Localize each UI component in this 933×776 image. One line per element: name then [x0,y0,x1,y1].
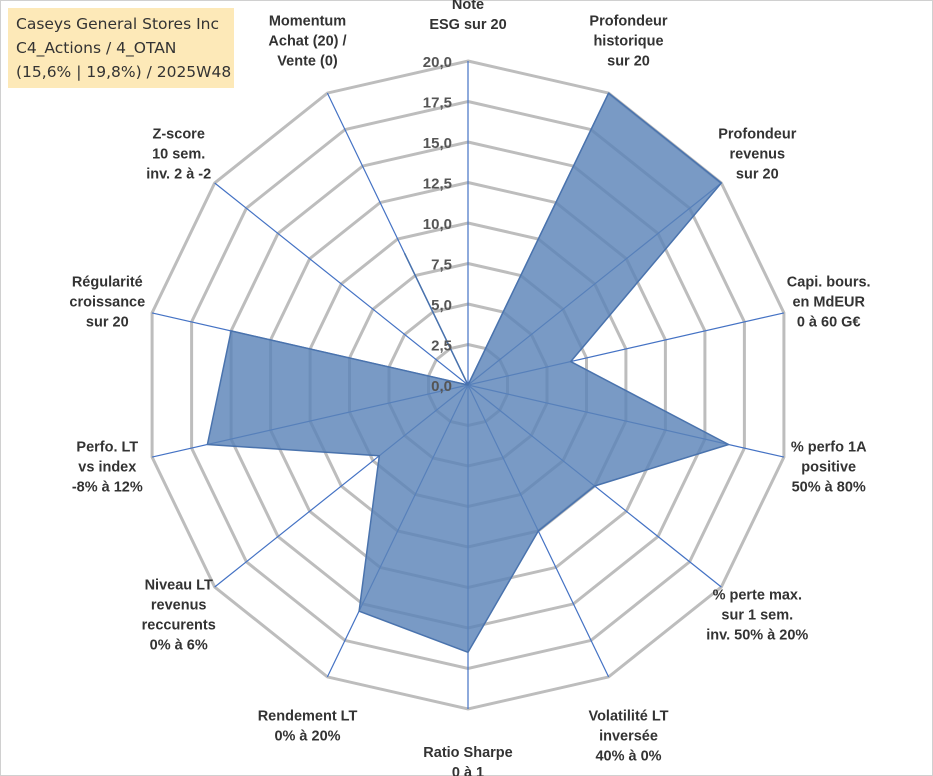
tick-label: 15,0 [423,135,452,152]
spoke-13 [214,182,469,386]
axis-label-4: Capi. bours. en MdEUR 0 à 60 G€ [787,275,871,331]
axis-label-9: Rendement LT 0% à 20% [258,708,358,744]
tick-label: 12,5 [423,176,452,193]
axis-label-12: Régularité croissance sur 20 [69,275,145,331]
axis-label-7: Volatilité LT inversée 40% à 0% [588,708,668,764]
tick-label: 5,0 [431,297,452,314]
axis-label-6: % perte max. sur 1 sem. inv. 50% à 20% [706,588,808,644]
title-line-category: C4_Actions / 4_OTAN [16,39,177,57]
tick-label: 7,5 [431,257,452,274]
axis-label-11: Perfo. LT vs index -8% à 12% [72,439,143,495]
data-area-layer [206,92,730,654]
axis-label-5: % perfo 1A positive 50% à 80% [791,439,867,495]
chart-title-box: Caseys General Stores Inc C4_Actions / 4… [8,8,234,88]
tick-label: 10,0 [423,216,452,233]
tick-label-layer: 0,0 2,5 5,0 7,5 10,0 12,5 15,0 17,5 20,0 [423,54,452,395]
tick-label: 0,0 [431,378,452,395]
axis-label-13: Z-score 10 sem. inv. 2 à -2 [146,126,211,182]
axis-label-layer: Note ESG sur 20 Profondeur historique sur 20… [69,0,870,776]
axis-label-3: Profondeur revenus sur 20 [718,126,796,182]
axis-label-8: Ratio Sharpe 0 à 1 [423,745,512,776]
title-line-stats: (15,6% | 19,8%) / 2025W48 [16,63,232,81]
tick-label: 20,0 [423,54,452,71]
axis-label-1: Note ESG sur 20 [429,0,506,33]
title-line-company: Caseys General Stores Inc [16,15,220,33]
axis-label-2: Profondeur historique sur 20 [589,14,667,70]
tick-label: 2,5 [431,338,452,355]
axis-label-10: Niveau LT revenus reccurents 0% à 6% [142,578,216,654]
axis-label-14: Momentum Achat (20) / Vente (0) [268,14,346,70]
tick-label: 17,5 [423,95,452,112]
